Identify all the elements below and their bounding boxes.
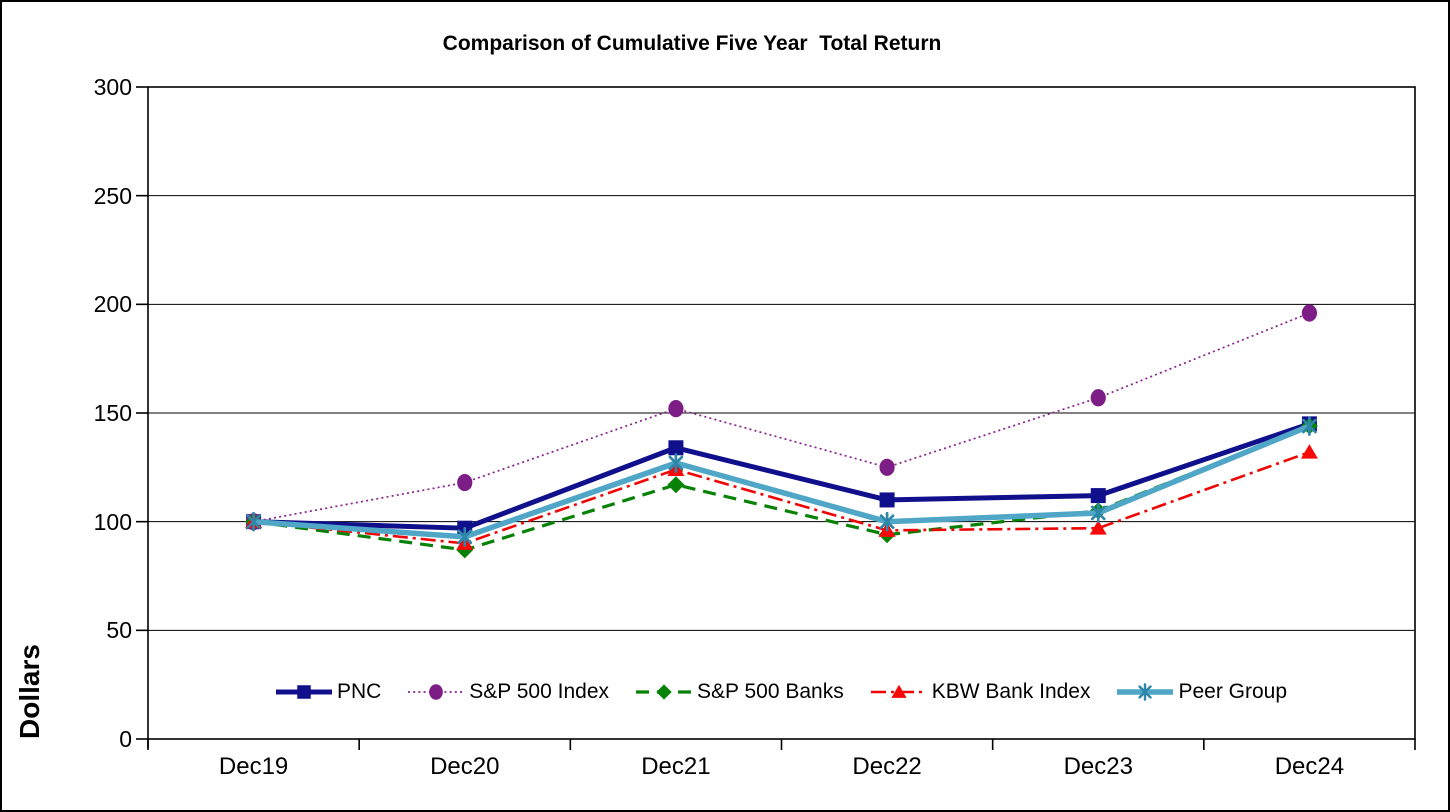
triangle-marker-icon xyxy=(891,684,907,698)
legend-item-sp500-banks: S&P 500 Banks xyxy=(636,680,844,704)
legend-label-pnc: PNC xyxy=(336,680,382,703)
asterisk-stroke xyxy=(1302,418,1317,434)
asterisk-stroke xyxy=(1138,685,1153,699)
circle-marker-icon xyxy=(668,400,684,418)
asterisk-marker-icon xyxy=(246,511,261,532)
peer-group-line-marker-icon xyxy=(1117,683,1174,701)
y-tick-label: 0 xyxy=(119,726,132,752)
circle-marker-icon xyxy=(1090,389,1106,407)
x-tick-label: Dec20 xyxy=(430,753,500,780)
legend-label-sp500-banks: S&P 500 Banks xyxy=(697,680,844,703)
square-marker-icon xyxy=(1090,488,1106,504)
legend-item-peer-group: Peer Group xyxy=(1117,680,1287,704)
legend-label-sp500-index: S&P 500 Index xyxy=(469,680,610,703)
square-marker-icon xyxy=(297,685,311,699)
asterisk-stroke xyxy=(879,514,895,530)
circle-marker-icon xyxy=(879,458,895,476)
triangle-marker-icon xyxy=(1089,520,1107,535)
sp500-banks-line-marker-icon xyxy=(636,684,693,700)
kbw-bank-index-line-marker-icon xyxy=(870,684,927,698)
chart-title: Comparison of Cumulative Five Year Total… xyxy=(442,32,942,55)
y-tick-label: 300 xyxy=(93,74,132,100)
asterisk-marker-icon xyxy=(1302,416,1317,436)
legend-item-sp500-index: S&P 500 Index xyxy=(408,680,609,704)
asterisk-marker-icon xyxy=(1138,683,1153,701)
series-line-4 xyxy=(253,423,1311,540)
y-tick-label: 100 xyxy=(93,508,132,535)
asterisk-stroke xyxy=(668,455,684,471)
pnc-line-marker-icon xyxy=(275,685,332,699)
square-marker-icon xyxy=(879,492,895,508)
legend-item-kbw-bank-index: KBW Bank Index xyxy=(870,680,1091,704)
diamond-marker-icon xyxy=(656,684,672,700)
y-tick-label: 150 xyxy=(93,400,132,426)
y-tick-label: 250 xyxy=(93,182,132,209)
asterisk-stroke xyxy=(1090,505,1106,521)
x-tick-label: Dec21 xyxy=(641,753,711,780)
circle-marker-icon xyxy=(1301,304,1318,322)
asterisk-marker-icon xyxy=(879,511,895,532)
x-tick-label: Dec22 xyxy=(852,753,922,780)
x-tick-label: Dec19 xyxy=(218,753,289,780)
series-line-2 xyxy=(253,424,1311,552)
sp500-index-line-marker-icon xyxy=(408,684,465,700)
asterisk-stroke xyxy=(246,514,261,530)
legend: PNC S&P 500 Index S&P 500 Banks KBW Bank… xyxy=(148,680,1415,704)
diamond-marker-icon xyxy=(667,476,685,494)
x-tick-label: Dec23 xyxy=(1063,753,1133,780)
series-line-0 xyxy=(253,421,1311,531)
asterisk-marker-icon xyxy=(1090,503,1106,523)
asterisk-marker-icon xyxy=(668,453,684,473)
asterisk-marker-icon xyxy=(457,527,473,547)
asterisk-stroke xyxy=(457,529,473,545)
legend-label-kbw-bank-index: KBW Bank Index xyxy=(931,680,1091,703)
x-tick-label: Dec24 xyxy=(1274,753,1345,780)
legend-label-peer-group: Peer Group xyxy=(1178,680,1288,703)
y-tick-label: 50 xyxy=(106,617,132,644)
circle-marker-icon xyxy=(457,473,473,492)
legend-item-pnc: PNC xyxy=(275,680,382,704)
y-tick-label: 200 xyxy=(93,291,132,318)
series-line-3 xyxy=(253,450,1310,545)
square-marker-icon xyxy=(668,440,684,456)
triangle-marker-icon xyxy=(1300,444,1318,459)
circle-marker-icon xyxy=(429,684,444,700)
